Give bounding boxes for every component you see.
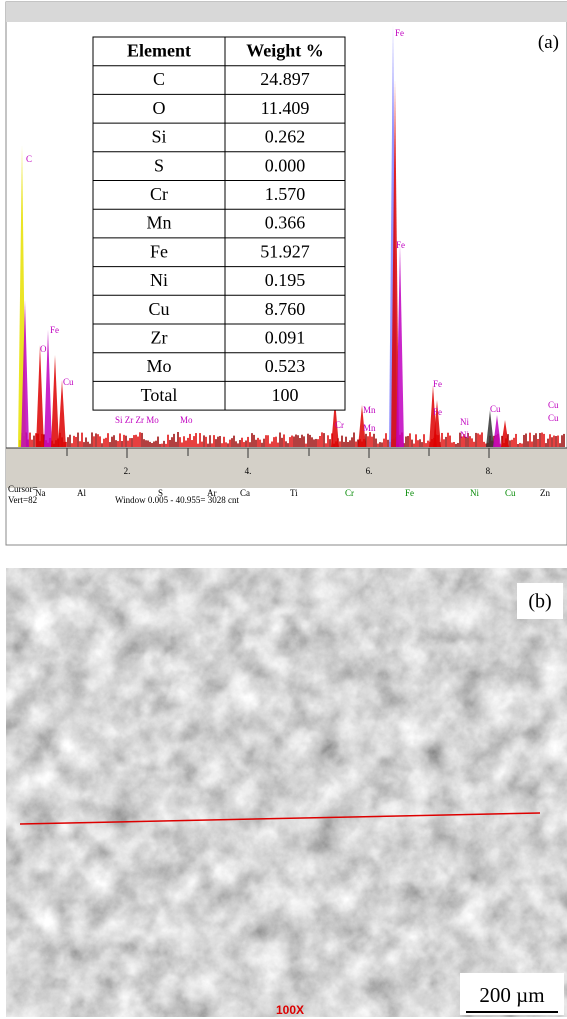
vert: Vert=82 bbox=[8, 495, 37, 505]
element-marker: Zn bbox=[540, 488, 550, 498]
table-frame bbox=[92, 36, 346, 411]
peak bbox=[433, 400, 441, 447]
table-cell: S bbox=[154, 155, 164, 175]
table-cell: 24.897 bbox=[260, 69, 310, 89]
table: Element Weight % C 24.897 O 11.409 Si 0.262 S 0.0… bbox=[92, 36, 346, 411]
magnification: 100X bbox=[276, 1003, 304, 1017]
peak-label: Fe bbox=[433, 379, 442, 389]
table-cell: 0.262 bbox=[265, 127, 306, 147]
peak-label: Fe bbox=[50, 325, 59, 335]
table-cell: Fe bbox=[150, 241, 168, 261]
table-cell: 11.409 bbox=[261, 98, 310, 118]
table-cell: Ni bbox=[150, 270, 168, 290]
peak-label: C bbox=[26, 154, 32, 164]
panel-label: (b) bbox=[528, 591, 551, 613]
table-cell: C bbox=[153, 69, 165, 89]
table-cell: Mo bbox=[146, 356, 171, 376]
peak-label: Fe bbox=[433, 407, 442, 417]
peak bbox=[51, 355, 59, 447]
element-marker: S bbox=[158, 488, 163, 498]
cursor: Cursor= bbox=[8, 484, 38, 494]
peak-label: Cu bbox=[548, 400, 559, 410]
scale-bar-label: 200 µm bbox=[479, 983, 544, 1007]
peak-label: Cu bbox=[548, 413, 559, 423]
table-cell: Mn bbox=[146, 213, 171, 233]
element-marker: Cu bbox=[505, 488, 516, 498]
table-cell: Zr bbox=[151, 327, 168, 347]
table-cell: 0.091 bbox=[265, 327, 306, 347]
table-cell: 100 bbox=[272, 385, 299, 405]
peak bbox=[396, 245, 404, 447]
spectrum: 2.4.6.8.COFeCuFeFeCrCrMnMnFeFeNiNiCuCuCu… bbox=[8, 25, 565, 505]
peak-label: Ni bbox=[460, 430, 469, 440]
peak-label: O bbox=[40, 344, 47, 354]
peak-label: Fe bbox=[395, 28, 404, 38]
table-cell: 1.570 bbox=[265, 184, 306, 204]
axis-band bbox=[6, 448, 567, 488]
title-bar bbox=[6, 2, 567, 22]
element-marker: Ni bbox=[470, 488, 479, 498]
peak-label: Cu bbox=[490, 404, 501, 414]
element-marker: Na bbox=[35, 488, 46, 498]
peak bbox=[331, 400, 339, 447]
peak-label: Cr bbox=[335, 420, 344, 430]
table-header: Element bbox=[127, 40, 191, 60]
table-cell: Cu bbox=[148, 299, 169, 319]
element-marker: Cr bbox=[345, 488, 354, 498]
table-cell: 0.195 bbox=[265, 270, 306, 290]
label-box bbox=[517, 583, 563, 619]
table-cell: Total bbox=[141, 385, 178, 405]
sem-image bbox=[6, 568, 567, 1017]
x-tick-label: 8. bbox=[486, 466, 493, 476]
peak bbox=[391, 80, 399, 447]
peak bbox=[36, 345, 44, 447]
peak-label: Mn bbox=[363, 405, 376, 415]
peak bbox=[486, 410, 494, 447]
peak bbox=[58, 380, 66, 447]
table-cell: 0.523 bbox=[265, 356, 306, 376]
table-cell: 8.760 bbox=[265, 299, 306, 319]
table-cell: 0.000 bbox=[265, 155, 306, 175]
peak bbox=[21, 300, 29, 447]
table-cell: O bbox=[153, 98, 166, 118]
peak-label: Cu bbox=[63, 377, 74, 387]
peak-label: Si Zr Zr Mo bbox=[115, 415, 159, 425]
line-scan bbox=[19, 812, 541, 825]
window: Window 0.005 - 40.955= 3028 cnt bbox=[115, 495, 239, 505]
peak bbox=[493, 415, 501, 447]
peak bbox=[44, 330, 52, 447]
peak-label: Mn bbox=[363, 423, 376, 433]
scale-box bbox=[460, 973, 564, 1015]
x-tick-label: 6. bbox=[366, 466, 373, 476]
element-marker: Al bbox=[77, 488, 86, 498]
x-tick-label: 2. bbox=[124, 466, 131, 476]
table-cell: Cr bbox=[150, 184, 168, 204]
table-cell: 51.927 bbox=[260, 241, 310, 261]
table-cell: 0.366 bbox=[265, 213, 306, 233]
panel-label: (a) bbox=[538, 32, 559, 53]
element-marker: Fe bbox=[405, 488, 414, 498]
element-marker: Ar bbox=[207, 488, 217, 498]
peak-label: Mo bbox=[180, 415, 193, 425]
table-cell: Si bbox=[151, 127, 166, 147]
x-tick-label: 4. bbox=[245, 466, 252, 476]
element-marker: Ca bbox=[240, 488, 250, 498]
table-header: Weight % bbox=[246, 40, 324, 60]
peak-label: Fe bbox=[396, 240, 405, 250]
peak-label: Ni bbox=[460, 417, 469, 427]
peak bbox=[501, 420, 509, 447]
peak bbox=[358, 405, 366, 447]
element-marker: Ti bbox=[290, 488, 298, 498]
